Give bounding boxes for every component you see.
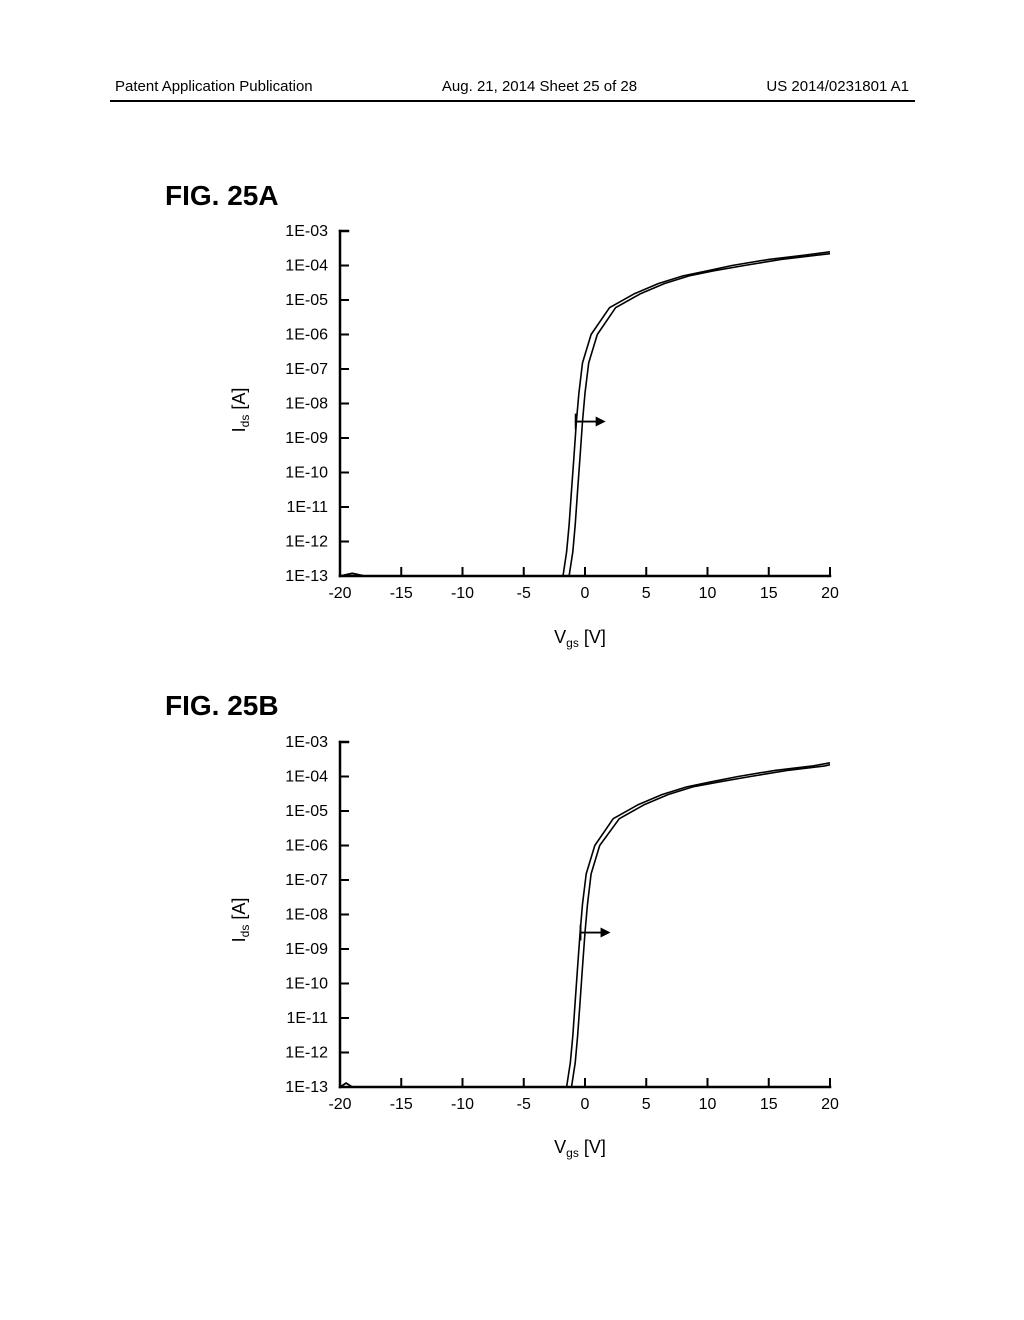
svg-text:15: 15 [760, 1096, 778, 1113]
svg-text:1E-12: 1E-12 [285, 1045, 328, 1062]
svg-text:Vgs [V]: Vgs [V] [554, 1137, 606, 1160]
svg-text:1E-08: 1E-08 [285, 907, 328, 924]
chart-25b-plot: 1E-03 1E-04 1E-05 1E-06 1E-07 1E-08 1E-09 1E-10… [0, 0, 1024, 1320]
svg-text:-20: -20 [328, 1096, 351, 1113]
svg-text:1E-05: 1E-05 [285, 803, 328, 820]
svg-text:1E-10: 1E-10 [285, 976, 328, 993]
svg-text:1E-11: 1E-11 [286, 1010, 328, 1027]
svg-text:-5: -5 [517, 1096, 531, 1113]
svg-text:0: 0 [581, 1096, 590, 1113]
svg-text:1E-07: 1E-07 [285, 872, 328, 889]
svg-text:10: 10 [699, 1096, 717, 1113]
svg-text:1E-04: 1E-04 [285, 769, 328, 786]
svg-text:20: 20 [821, 1096, 839, 1113]
svg-text:1E-09: 1E-09 [285, 941, 328, 958]
svg-text:Ids [A]: Ids [A] [229, 898, 252, 943]
svg-text:1E-06: 1E-06 [285, 838, 328, 855]
chart-25b: 1E-03 1E-04 1E-05 1E-06 1E-07 1E-08 1E-09 1E-10… [0, 0, 1024, 1320]
svg-text:-15: -15 [390, 1096, 413, 1113]
svg-text:5: 5 [642, 1096, 651, 1113]
svg-text:1E-03: 1E-03 [285, 734, 328, 751]
svg-text:-10: -10 [451, 1096, 474, 1113]
svg-text:1E-13: 1E-13 [285, 1079, 328, 1096]
